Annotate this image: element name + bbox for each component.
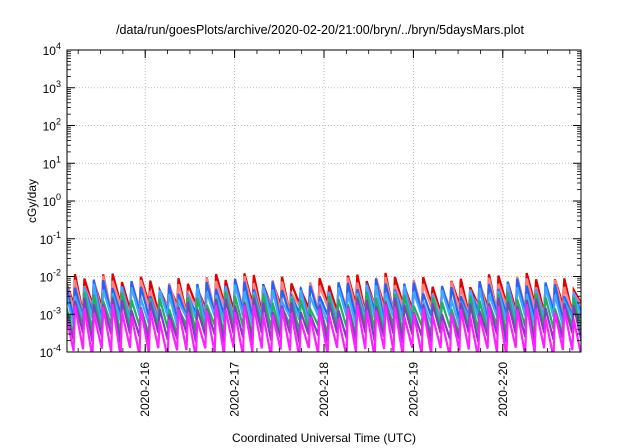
grid (67, 50, 581, 352)
x-tick-label: 2020-2-20 (496, 362, 510, 417)
x-tick-label: 2020-2-16 (138, 362, 152, 417)
y-tick-label: 101 (43, 154, 61, 171)
chart-title: /data/run/goesPlots/archive/2020-02-20/2… (116, 23, 524, 37)
y-tick-label: 103 (43, 79, 61, 96)
y-tick-label: 10-4 (40, 343, 61, 360)
x-tick-label: 2020-2-18 (317, 362, 331, 417)
y-tick-label: 102 (43, 117, 61, 134)
y-tick-label: 100 (43, 192, 61, 209)
y-tick-label: 10-1 (40, 230, 61, 247)
x-axis: 2020-2-16 2020-2-17 2020-2-18 2020-2-19 2020… (77, 50, 571, 417)
x-tick-label: 2020-2-17 (228, 362, 242, 417)
series-group (67, 272, 581, 352)
series-line (67, 304, 581, 352)
y-tick-label: 10-2 (40, 268, 61, 285)
y-axis-label: cGy/day (25, 179, 39, 223)
x-tick-label: 2020-2-19 (406, 362, 420, 417)
x-axis-label: Coordinated Universal Time (UTC) (232, 431, 416, 445)
y-tick-label: 104 (43, 41, 61, 58)
y-tick-label: 10-3 (40, 305, 61, 322)
y-axis: 104 103 102 101 100 10-1 10-2 10-3 10-4 (40, 41, 581, 360)
